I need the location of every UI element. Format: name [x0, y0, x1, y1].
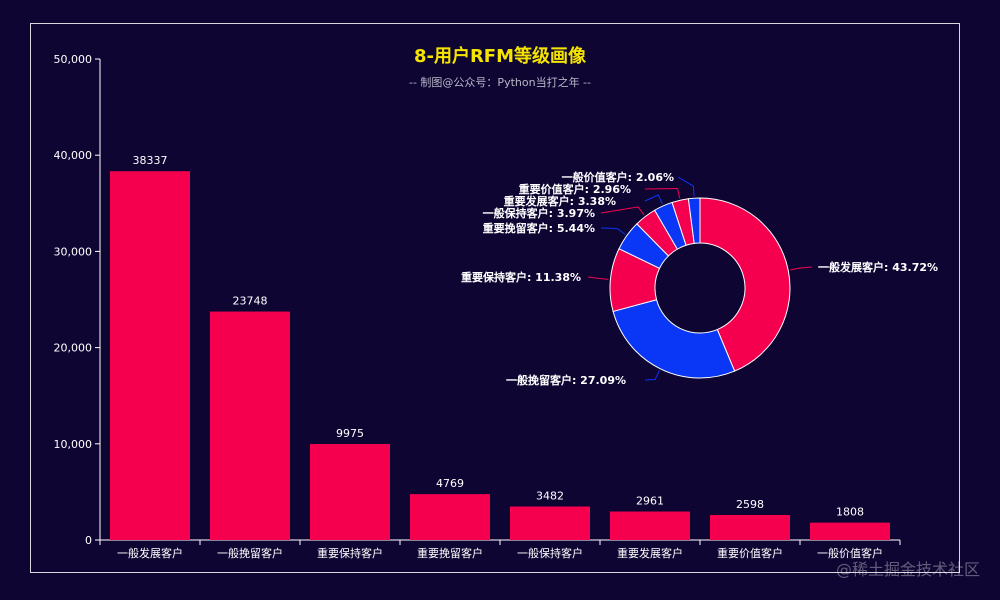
x-tick-label: 重要保持客户	[317, 546, 383, 560]
x-tick-label: 重要发展客户	[617, 546, 683, 560]
y-tick-label: 0	[85, 534, 92, 547]
donut-slice-label: 重要价值客户: 2.96%	[519, 182, 631, 196]
y-tick-label: 30,000	[54, 245, 93, 258]
x-tick-label: 重要价值客户	[717, 546, 783, 560]
donut-label-line	[644, 194, 663, 205]
donut-label-line	[600, 206, 645, 216]
bar[interactable]	[110, 171, 190, 540]
donut-label-line	[600, 227, 626, 235]
donut-label-line	[644, 188, 681, 199]
chart-title: 8-用户RFM等级画像	[414, 45, 587, 67]
donut-slice-label: 重要挽留客户: 5.44%	[483, 221, 595, 235]
x-tick-label: 一般发展客户	[117, 546, 183, 560]
x-tick-label: 重要挽留客户	[417, 546, 483, 560]
bar-value-label: 2598	[736, 498, 764, 511]
bar-value-label: 3482	[536, 490, 564, 503]
bar-value-label: 38337	[133, 154, 168, 167]
bar[interactable]	[410, 494, 490, 540]
bar[interactable]	[610, 511, 690, 540]
bar-value-label: 9975	[336, 427, 364, 440]
bar-value-label: 1808	[836, 506, 864, 519]
donut-label-line	[587, 276, 609, 280]
donut-slice[interactable]	[612, 299, 736, 379]
y-tick-label: 20,000	[54, 342, 93, 355]
donut-slice[interactable]	[687, 197, 701, 244]
watermark: @稀土掘金技术社区	[835, 560, 980, 579]
chart-subtitle: -- 制图@公众号：Python当打之年 --	[409, 75, 591, 89]
donut-slice-label: 重要保持客户: 11.38%	[461, 270, 581, 284]
bar[interactable]	[310, 444, 390, 540]
donut-slice-label: 一般保持客户: 3.97%	[483, 206, 595, 220]
x-tick-label: 一般价值客户	[817, 546, 883, 560]
bar-value-label: 2961	[636, 495, 664, 508]
x-tick-label: 一般保持客户	[517, 546, 583, 560]
bar-chart: 0 10,000 20,000 30,000 40,000 50,000 38337 一般发展…	[54, 53, 901, 560]
bar-value-label: 4769	[436, 477, 464, 490]
bar[interactable]	[210, 311, 290, 540]
donut-slice-label: 一般价值客户: 2.06%	[562, 170, 674, 184]
donut-slice-label: 重要发展客户: 3.38%	[504, 194, 616, 208]
donut-slice[interactable]	[699, 197, 791, 372]
bar[interactable]	[710, 515, 790, 540]
x-tick-label: 一般挽留客户	[217, 546, 283, 560]
donut-slice-label: 一般挽留客户: 27.09%	[506, 373, 626, 387]
bar[interactable]	[510, 506, 590, 540]
bar[interactable]	[810, 522, 890, 540]
y-tick-label: 40,000	[54, 149, 93, 162]
y-tick-label: 50,000	[54, 53, 93, 66]
bar-value-label: 23748	[233, 295, 268, 308]
donut-label-line	[677, 176, 695, 197]
chart-frame	[30, 23, 960, 573]
donut-chart: 一般发展客户: 43.72% 一般挽留客户: 27.09% 重要保持客户: 11.3…	[461, 170, 938, 387]
donut-label-line	[644, 370, 660, 381]
donut-label-line	[790, 266, 813, 271]
donut-slice-label: 一般发展客户: 43.72%	[818, 260, 938, 274]
y-tick-label: 10,000	[54, 438, 93, 451]
